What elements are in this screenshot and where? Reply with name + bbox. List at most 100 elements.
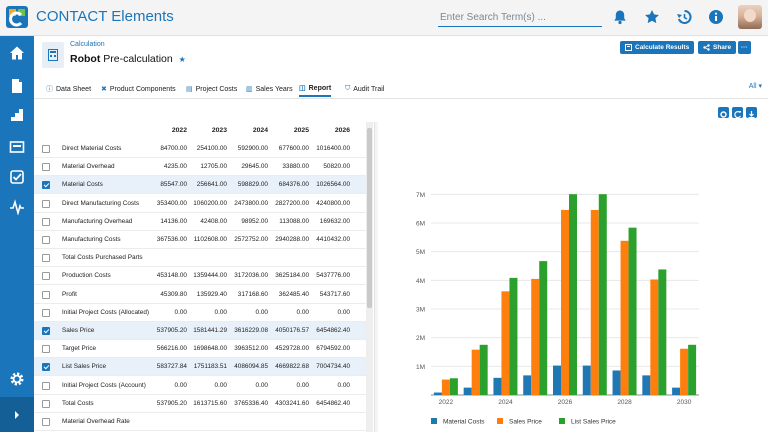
table-row[interactable]: Material Costs 85547.00 256641.00 598829.00… [34, 176, 366, 195]
y-tick-label: 5M [416, 249, 425, 256]
app-logo-icon[interactable] [6, 6, 28, 28]
bar-sales-price [590, 209, 599, 395]
tab-project-costs[interactable]: ▤ Project Costs [186, 81, 237, 97]
table-row[interactable]: Sales Price 537905.20 1581441.29 3616229.08… [34, 322, 366, 340]
more-actions-button[interactable]: ··· [738, 41, 751, 54]
expand-nav-button[interactable] [0, 397, 34, 432]
tasks-nav-button[interactable] [0, 162, 34, 192]
refresh-tool-button[interactable] [732, 107, 743, 119]
table-row[interactable]: Production Costs 453148.00 1359444.00 31720… [34, 267, 366, 286]
row-checkbox[interactable] [42, 236, 50, 244]
documents-nav-button[interactable] [0, 71, 34, 101]
favorite-star-icon[interactable]: ★ [178, 55, 186, 64]
split-handle[interactable] [374, 122, 378, 432]
row-checkbox[interactable] [42, 163, 50, 172]
table-cell: 14136.00 [160, 217, 187, 225]
row-checkbox[interactable] [42, 217, 50, 226]
tab-report[interactable]: ◫ Report [299, 81, 332, 97]
row-checkbox[interactable] [42, 145, 50, 153]
home-nav-button[interactable] [0, 38, 34, 68]
table-row[interactable]: Total Costs Purchased Parts [34, 249, 366, 268]
row-checkbox[interactable] [42, 308, 50, 317]
pulse-icon [10, 199, 24, 215]
chevron-right-icon [15, 410, 19, 419]
table-cell: 1751183.51 [193, 363, 227, 371]
row-checkbox[interactable] [42, 272, 50, 281]
document-icon [12, 79, 22, 93]
table-row[interactable]: Direct Material Costs 84700.00 254100.00 59… [34, 140, 366, 158]
row-checkbox[interactable] [42, 345, 50, 354]
tab-sales-years[interactable]: ▥ Sales Years [246, 81, 293, 97]
bar-list-sales-price [628, 227, 637, 395]
bar-chart-icon: ▥ [246, 86, 253, 93]
row-checkbox[interactable] [42, 363, 50, 372]
column-header[interactable]: 2025 [293, 127, 309, 134]
tab-product-components[interactable]: ✖ Product Components [101, 81, 176, 97]
table-cell: 98952.00 [241, 217, 268, 225]
table-row[interactable]: Total Costs 537905.20 1613715.60 3765336.40… [34, 395, 366, 413]
scroll-thumb[interactable] [367, 128, 372, 308]
table-cell: 537905.20 [156, 327, 187, 334]
table-row[interactable]: Target Price 566216.00 1698648.00 3963512.0… [34, 340, 366, 359]
table-scrollbar[interactable] [366, 122, 373, 432]
table-cell: 0.00 [296, 381, 309, 389]
tab-data-sheet[interactable]: ⓘ Data Sheet [46, 81, 91, 97]
column-header[interactable]: 2024 [252, 127, 268, 134]
bar-material-costs [433, 392, 442, 395]
chevron-down-icon: ▾ [758, 83, 762, 90]
table-row[interactable]: Manufacturing Costs 367536.00 1102608.00 25… [34, 231, 366, 249]
structure-nav-button[interactable] [0, 100, 34, 130]
table-row[interactable]: Material Overhead Rate [34, 413, 366, 431]
bar-list-sales-price [598, 194, 607, 395]
row-checkbox[interactable] [42, 381, 50, 390]
app-title[interactable]: CONTACT Elements [36, 8, 174, 25]
settings-tool-button[interactable] [718, 107, 729, 118]
breadcrumb[interactable]: Calculation [70, 41, 105, 48]
row-checkbox[interactable] [42, 290, 50, 299]
bar-list-sales-price [449, 378, 458, 395]
row-checkbox[interactable] [42, 399, 50, 408]
table-cell: 6794592.00 [316, 345, 350, 353]
bell-icon[interactable] [612, 9, 628, 25]
row-checkbox[interactable] [42, 199, 50, 208]
table-cell: 592900.00 [237, 145, 268, 152]
search-input[interactable] [438, 8, 602, 27]
table-cell: 353400.00 [156, 199, 187, 207]
share-button[interactable]: Share [698, 41, 737, 54]
projects-nav-button[interactable] [0, 132, 34, 162]
row-label: Material Costs [62, 181, 103, 189]
history-icon[interactable] [676, 9, 692, 25]
table-row[interactable]: Direct Manufacturing Costs 353400.00 10602… [34, 195, 366, 213]
row-checkbox[interactable] [42, 181, 50, 190]
analytics-nav-button[interactable] [0, 192, 34, 222]
table-cell: 169632.00 [319, 217, 350, 225]
table-row[interactable]: Manufacturing Overhead 14136.00 42408.00 98… [34, 213, 366, 231]
download-tool-button[interactable] [746, 107, 757, 118]
table-row[interactable]: List Sales Price 583727.84 1751183.51 40860… [34, 358, 366, 377]
column-header[interactable]: 2022 [171, 127, 187, 134]
table-cell: 543717.60 [319, 290, 350, 298]
row-checkbox[interactable] [42, 418, 50, 426]
tab-audit-trail[interactable]: ⛉ Audit Trail [345, 81, 384, 97]
table-row[interactable]: Initial Project Costs (Allocated) 0.00 0.0… [34, 304, 366, 322]
calculate-results-button[interactable]: Calculate Results [620, 41, 695, 54]
row-checkbox[interactable] [42, 254, 50, 263]
settings-nav-button[interactable] [0, 364, 34, 394]
avatar[interactable] [738, 5, 762, 29]
table-cell: 1026564.00 [316, 181, 350, 189]
bar-list-sales-price [569, 194, 577, 395]
bar-material-costs [642, 375, 651, 395]
window-icon [9, 141, 25, 153]
table-cell: 6454862.40 [316, 327, 350, 334]
table-row[interactable]: Material Overhead 4235.00 12705.00 29645.00… [34, 158, 366, 177]
table-row[interactable]: Initial Project Costs (Account) 0.00 0.00 0… [34, 377, 366, 395]
table-row[interactable]: Profit 45309.80 135929.40 317168.60 362485.4… [34, 286, 366, 304]
filter-select[interactable]: All ▾ [749, 82, 762, 90]
row-checkbox[interactable] [42, 327, 50, 335]
column-header[interactable]: 2026 [334, 127, 350, 134]
column-header[interactable]: 2023 [211, 127, 227, 134]
star-icon[interactable] [644, 9, 660, 25]
report-content: 2022 2023 2024 2025 2026 Direct Material… [34, 100, 768, 432]
info-icon[interactable] [708, 9, 724, 25]
table-cell: 50820.00 [323, 163, 350, 171]
